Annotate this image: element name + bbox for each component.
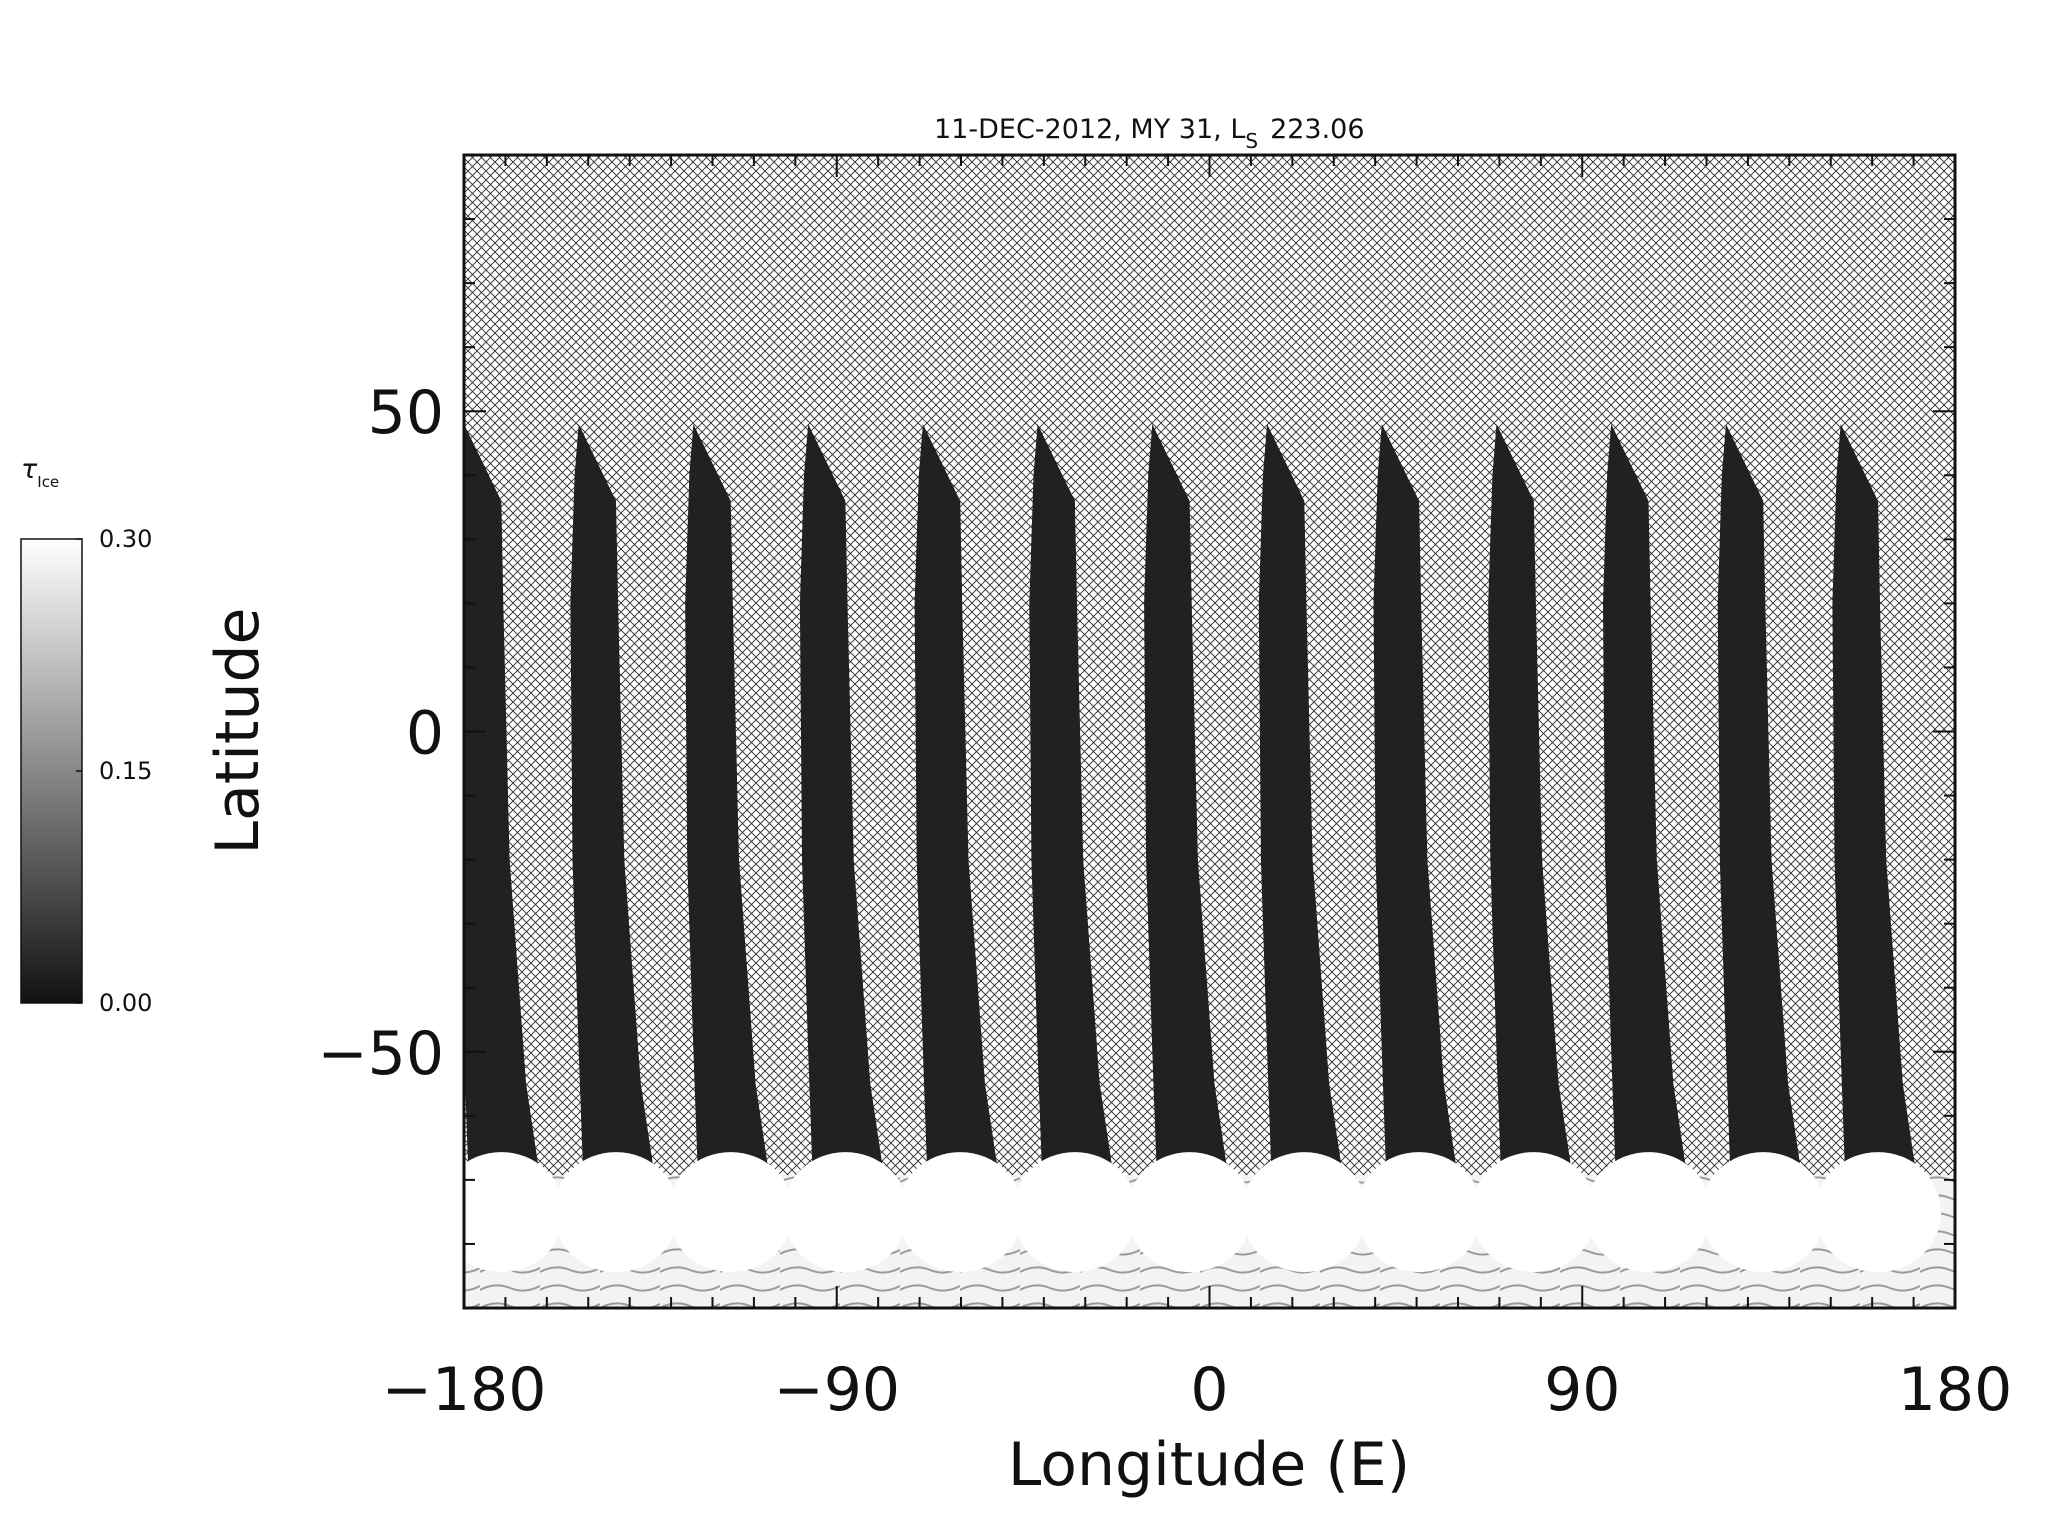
x-tick-label: 0 [1190,1355,1228,1425]
polar-swath [667,1152,794,1273]
orbit-swath [570,424,654,1168]
orbit-swath [1603,424,1686,1168]
polar-swath [1241,1152,1368,1273]
orbit-swath [1258,424,1342,1168]
orbit-swath [1488,424,1572,1168]
orbit-swath [685,424,768,1168]
colorbar-gradient [20,538,83,1004]
colorbar-ticks: 0.00 0.15 0.30 [76,525,152,1017]
x-tick-label: 90 [1544,1355,1620,1425]
polar-swath [897,1152,1024,1273]
x-tick-label: −90 [773,1355,900,1425]
polar-swath [1585,1152,1712,1273]
y-axis-label: Latitude [203,608,273,855]
y-tick-label: 50 [368,378,444,448]
colorbar-tick-label: 0.00 [99,989,152,1017]
orbit-swath [1144,424,1227,1168]
orbit-swath [1373,424,1457,1168]
title-subscript: S [1245,129,1258,153]
polar-swath [464,1152,565,1273]
orbit-swath [914,424,998,1168]
chart-title: 11-DEC-2012, MY 31, LS 223.06 [934,114,1365,153]
polar-swath [552,1152,680,1273]
y-tick-labels: −50 0 50 [317,378,444,1089]
x-tick-labels: −180 −90 0 90 180 [382,1355,2013,1425]
y-tick-label: −50 [317,1019,444,1089]
colorbar: τIce 0.00 0.15 0.30 [20,454,152,1017]
orbit-swath [1029,424,1113,1168]
polar-swath [1011,1152,1138,1273]
orbit-swath [1832,424,1916,1168]
colorbar-tick-label: 0.30 [99,525,152,553]
colorbar-label: τIce [21,454,59,491]
polar-swath [1470,1152,1597,1273]
polar-swath [1814,1152,1942,1273]
polar-swath [782,1152,909,1273]
axis-ticks [463,154,1956,1309]
polar-swath [1126,1152,1253,1273]
x-tick-label: 180 [1898,1355,2013,1425]
colorbar-label-subscript: Ice [37,473,59,491]
polar-swath [1700,1152,1827,1273]
title-ls-value: 223.06 [1270,114,1364,145]
colorbar-tick-label: 0.15 [99,757,152,785]
x-axis-label: Longitude (E) [1008,1430,1410,1500]
y-tick-label: 0 [406,699,444,769]
orbit-swath [1717,424,1801,1168]
ice-opacity-map [464,424,1955,1308]
orbit-swath [464,424,539,1168]
x-tick-label: −180 [382,1355,547,1425]
orbit-swath [799,424,883,1168]
polar-swath [1355,1152,1483,1273]
